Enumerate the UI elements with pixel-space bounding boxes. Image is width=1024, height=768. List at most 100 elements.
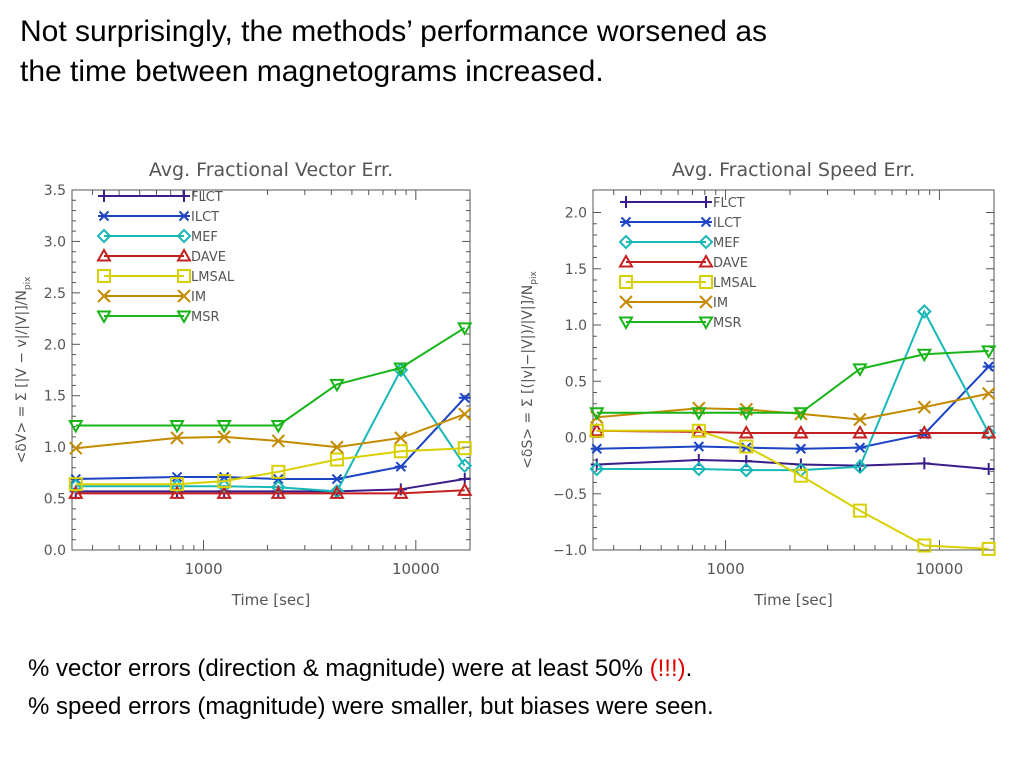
y-tick-label: 2.0	[44, 337, 66, 353]
legend-marker-im	[97, 289, 111, 303]
y-axis-label-subscript: pix	[529, 271, 539, 285]
legend-marker-dave	[618, 253, 634, 268]
legend-marker-dave	[176, 247, 192, 262]
legend-marker-dave	[698, 253, 714, 268]
y-tick-label: −0.5	[553, 487, 587, 503]
data-point-dave	[393, 485, 409, 499]
series-line-msr	[75, 326, 466, 427]
data-point-lmsal	[793, 468, 808, 483]
data-point-ilct	[590, 443, 603, 454]
legend-marker-mef	[698, 234, 714, 250]
data-point-ilct	[794, 443, 807, 454]
legend-marker-lmsal	[97, 269, 111, 283]
data-point-msr	[270, 420, 287, 434]
data-point-im	[917, 400, 932, 414]
data-point-mef	[457, 458, 473, 474]
data-point-msr	[68, 420, 84, 434]
slide-heading: Not surprisingly, the methods’ performan…	[20, 12, 1020, 92]
legend-label-dave: DAVE	[191, 250, 226, 265]
data-point-lmsal	[852, 503, 867, 518]
data-point-mef	[691, 461, 707, 477]
legend-label-msr: MSR	[713, 316, 742, 331]
data-point-dave	[457, 482, 473, 496]
footer-line-1-end: .	[685, 655, 693, 682]
legend-marker-mef	[176, 228, 192, 244]
x-tick-label: 10000	[392, 560, 440, 578]
data-point-mef	[981, 425, 997, 441]
y-tick-label: 1.5	[565, 262, 587, 278]
legend-label-ilct: ILCT	[191, 210, 219, 225]
data-point-msr	[329, 378, 345, 393]
legend-marker-flct	[620, 196, 632, 208]
plot-frame	[592, 189, 995, 551]
series-msr	[68, 322, 473, 434]
data-point-im	[458, 407, 472, 421]
data-point-dave	[916, 424, 933, 439]
footer-line-2: % speed errors (magnitude) were smaller,…	[28, 693, 714, 720]
x-tick-label: 1000	[184, 560, 222, 578]
y-tick-label: 2.0	[565, 206, 587, 222]
slide-footer: % vector errors (direction & magnitude) …	[28, 650, 714, 726]
legend-label-dave: DAVE	[713, 256, 748, 271]
data-point-lmsal	[981, 541, 996, 556]
series-lmsal	[589, 423, 996, 556]
legend-marker-mef	[96, 228, 112, 244]
legend-marker-ilct	[98, 210, 110, 222]
data-point-msr	[793, 407, 809, 421]
data-point-im	[853, 412, 867, 427]
footer-line-1: % vector errors (direction & magnitude) …	[28, 650, 714, 688]
y-tick-label: 2.5	[44, 286, 66, 302]
data-point-dave	[852, 424, 868, 439]
data-point-dave	[270, 485, 287, 499]
data-point-lmsal	[217, 474, 232, 489]
legend-label-lmsal: LMSAL	[191, 270, 235, 285]
vector-error-chart: Avg. Fractional Vector Err. 0.0 0.5 1.0 1.5 2…	[14, 159, 473, 609]
data-point-dave	[980, 424, 997, 439]
heading-line-2: the time between magnetograms increased.	[20, 55, 604, 88]
data-point-ilct	[692, 441, 705, 452]
legend-marker-mef	[618, 234, 634, 250]
legend: FLCT ILCT MEF DAVE LMSAL IM MSR	[96, 190, 235, 325]
y-tick-label: 1.5	[44, 389, 66, 405]
data-point-lmsal	[917, 538, 932, 553]
legend-marker-msr	[176, 310, 192, 325]
chart-title: Avg. Fractional Vector Err.	[149, 159, 393, 181]
series-msr	[589, 345, 997, 421]
heading-line-1: Not surprisingly, the methods’ performan…	[20, 15, 768, 48]
series-lmsal	[68, 441, 472, 492]
legend-label-im: IM	[713, 296, 728, 311]
data-point-dave	[169, 485, 185, 499]
data-point-lmsal	[739, 439, 754, 454]
series-line-dave	[75, 489, 465, 495]
legend-marker-lmsal	[177, 269, 191, 283]
legend-marker-msr	[96, 310, 112, 325]
series-line-flct	[596, 458, 989, 470]
legend-label-flct: FLCT	[191, 190, 223, 205]
data-point-flct	[590, 458, 603, 471]
data-point-mef	[852, 459, 868, 475]
y-tick-label: 0.0	[44, 543, 66, 559]
legend-label-mef: MEF	[713, 236, 740, 251]
legend-marker-msr	[618, 316, 634, 331]
data-point-msr	[738, 407, 754, 421]
legend-marker-flct	[700, 196, 712, 208]
data-point-im	[170, 431, 184, 445]
legend-marker-dave	[96, 247, 112, 262]
x-axis-label: Time [sec]	[753, 591, 832, 609]
legend-label-lmsal: LMSAL	[713, 276, 757, 291]
legend-marker-flct	[178, 190, 190, 202]
legend-label-mef: MEF	[191, 230, 218, 245]
legend-marker-lmsal	[619, 275, 633, 289]
data-point-msr	[589, 407, 605, 421]
data-point-im	[981, 386, 996, 401]
series-line-im	[596, 392, 989, 421]
y-tick-label: −1.0	[553, 543, 587, 559]
data-point-ilct	[982, 361, 995, 372]
speed-error-chart: Avg. Fractional Speed Err. −1.0 −0.5 0.0 0.5…	[520, 159, 997, 609]
data-point-im	[394, 431, 408, 445]
data-point-mef	[738, 462, 754, 478]
y-axis-label-main: <δS> = Σ [(|v|−|V|)/|V|]/N	[520, 285, 536, 469]
data-point-im	[217, 430, 231, 444]
data-point-msr	[169, 420, 185, 434]
series-im	[69, 407, 472, 455]
